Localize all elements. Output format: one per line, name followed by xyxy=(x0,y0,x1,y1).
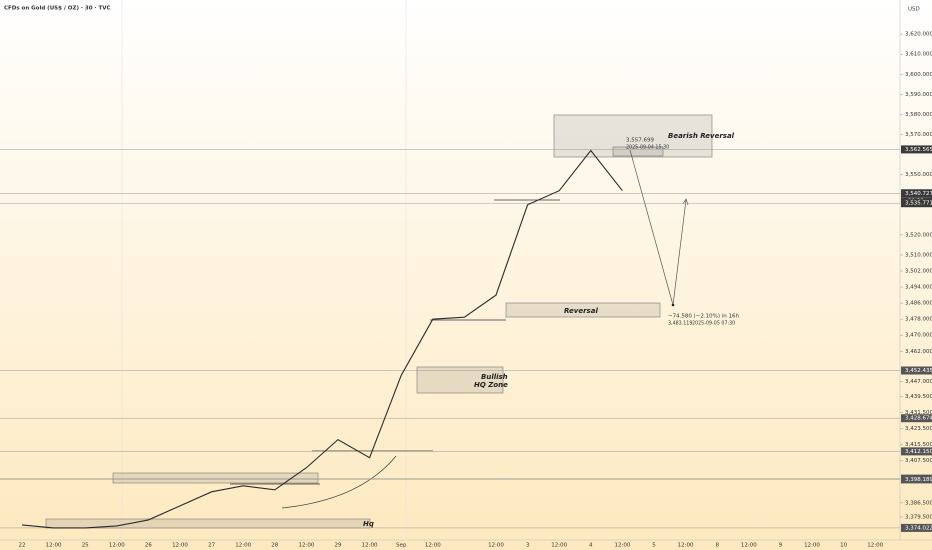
plot: 3,620.000 3,610.000 3,600.000 3,590.000 3,58… xyxy=(0,32,932,549)
annotation: Reversal xyxy=(564,307,598,315)
y-tick-label: 3,510.000 xyxy=(905,252,932,258)
price-tag-label: 3,374.022 xyxy=(905,525,932,531)
x-tick-label: 12:00 xyxy=(488,543,504,549)
x-tick-label: 3 xyxy=(526,543,530,549)
price-tag xyxy=(901,414,932,423)
range-zone xyxy=(112,472,319,484)
price-tag-label: 3,428.674 xyxy=(905,416,932,422)
x-tick-label: 12:00 xyxy=(425,543,441,549)
price-tag-label: 3,412.150 xyxy=(905,449,932,455)
x-tick-label: 25 xyxy=(82,543,89,549)
y-tick-label: 3,520.000 xyxy=(905,232,932,238)
x-tick-label: 12:00 xyxy=(362,543,378,549)
x-tick-label: 8 xyxy=(715,543,719,549)
annotation: −74.580 (−2.10%) in 16h xyxy=(668,314,739,320)
annotation: 3,557.699 xyxy=(626,138,654,144)
y-tick-label: 3,462.000 xyxy=(905,349,932,355)
y-tick-label: 3,610.000 xyxy=(905,52,932,58)
price-tag xyxy=(901,523,932,532)
x-tick-label: 12:00 xyxy=(867,543,883,549)
chart-title: CFDs on Gold (US$ / OZ) · 30 · TVC xyxy=(4,6,111,12)
y-tick-label: 3,478.000 xyxy=(905,317,932,323)
x-tick-label: 12:00 xyxy=(298,543,314,549)
y-tick-label: 3,379.500 xyxy=(905,514,932,520)
y-tick-label: 3,590.000 xyxy=(905,92,932,98)
annotation: 2025-09-04 15:30 xyxy=(626,145,669,151)
y-tick-label: 3,600.000 xyxy=(905,72,932,78)
x-tick-label: 12:00 xyxy=(678,543,694,549)
annotation: 2025-09-05 07:30 xyxy=(692,321,735,327)
y-tick-label: 3,494.000 xyxy=(905,285,932,291)
y-tick-label: 3,502.000 xyxy=(905,269,932,275)
price-tag-label: 3,562.565 xyxy=(905,147,932,153)
x-tick-label: 12:00 xyxy=(741,543,757,549)
annotation: HQ Zone xyxy=(474,381,508,389)
x-tick-label: 12:00 xyxy=(172,543,188,549)
y-tick-label: 3,386.500 xyxy=(905,500,932,506)
bearish-zone xyxy=(553,114,713,158)
y-tick-label: 3,580.000 xyxy=(905,112,932,118)
x-tick-label: 12:00 xyxy=(235,543,251,549)
price-tag xyxy=(901,366,932,375)
y-tick-label: 3,423.500 xyxy=(905,426,932,432)
x-tick-label: 12:00 xyxy=(804,543,820,549)
annotation: Hq xyxy=(363,520,374,528)
x-tick-label: 10 xyxy=(840,543,847,549)
y-tick-label: 3,550.000 xyxy=(905,172,932,178)
x-tick-label: 22 xyxy=(19,543,26,549)
y-tick-label: 3,431.500 xyxy=(905,410,932,416)
x-tick-label: 9 xyxy=(779,543,783,549)
y-tick-label: 3,570.000 xyxy=(905,132,932,138)
price-tag xyxy=(901,145,932,154)
x-tick-label: 12:00 xyxy=(614,543,630,549)
x-tick-label: 29 xyxy=(335,543,342,549)
price-line xyxy=(21,149,623,529)
price-tag-label: 3,398.189 xyxy=(905,477,932,483)
x-tick-label: 27 xyxy=(208,543,215,549)
price-tag xyxy=(901,447,932,456)
y-tick-label: 3,620.000 xyxy=(905,32,932,38)
projection-point xyxy=(671,303,675,307)
x-tick-label: Sep xyxy=(396,543,407,549)
bullish-zone xyxy=(416,366,504,394)
price-tag xyxy=(901,475,932,484)
y-tick-label: 3,439.500 xyxy=(905,394,932,400)
y-tick-label: 3,470.000 xyxy=(905,333,932,339)
curve xyxy=(281,455,397,509)
price-tag-label: 3,540.727 xyxy=(905,191,932,197)
price-tag xyxy=(901,189,932,198)
price-tag xyxy=(901,199,932,208)
price-tag-label: 3,535.771 xyxy=(905,201,932,207)
x-tick-label: 26 xyxy=(145,543,152,549)
y-tick-label: 3,415.500 xyxy=(905,442,932,448)
hq-zone xyxy=(45,518,371,529)
y-tick-label: 3,486.000 xyxy=(905,301,932,307)
currency: USD xyxy=(908,7,920,13)
annotation: Bullish xyxy=(481,373,508,381)
price-tag-label: 3,452.435 xyxy=(905,368,932,374)
x-tick-label: 12:00 xyxy=(551,543,567,549)
x-tick-label: 28 xyxy=(271,543,278,549)
reversal-zone xyxy=(505,302,661,318)
y-tick-label: 3,407.500 xyxy=(905,458,932,464)
annotation: 3,483.119 xyxy=(668,321,692,327)
x-tick-label: 4 xyxy=(589,543,593,549)
y-tick-label: 3,447.000 xyxy=(905,379,932,385)
x-tick-label: 12:00 xyxy=(109,543,125,549)
start-zone xyxy=(612,146,664,157)
x-tick-label: 12:00 xyxy=(46,543,62,549)
annotation: Bearish Reversal xyxy=(668,132,735,140)
x-tick-label: 5 xyxy=(652,543,656,549)
